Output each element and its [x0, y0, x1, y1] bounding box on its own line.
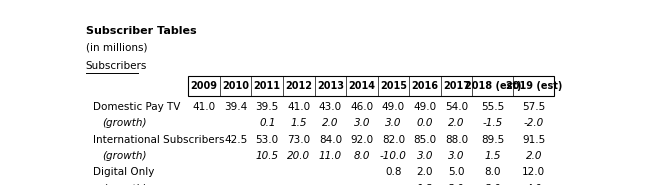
Text: 46.0: 46.0 [350, 102, 373, 112]
Text: 2012: 2012 [286, 81, 312, 91]
Text: (growth): (growth) [102, 118, 146, 128]
Text: 49.0: 49.0 [382, 102, 405, 112]
Text: 4.0: 4.0 [526, 184, 542, 185]
Text: 49.0: 49.0 [413, 102, 437, 112]
Text: 3.0: 3.0 [448, 151, 464, 161]
Text: 41.0: 41.0 [287, 102, 310, 112]
Text: 3.0: 3.0 [484, 184, 501, 185]
Text: Subscriber Tables: Subscriber Tables [86, 26, 196, 36]
Text: (growth): (growth) [102, 151, 146, 161]
Text: 54.0: 54.0 [445, 102, 468, 112]
Text: 57.5: 57.5 [522, 102, 545, 112]
Text: 0.1: 0.1 [259, 118, 275, 128]
Text: 73.0: 73.0 [287, 135, 310, 145]
Text: 3.0: 3.0 [385, 118, 402, 128]
Text: 41.0: 41.0 [193, 102, 216, 112]
Text: 82.0: 82.0 [382, 135, 405, 145]
Text: 88.0: 88.0 [445, 135, 468, 145]
Text: 2011: 2011 [254, 81, 281, 91]
Text: 2009: 2009 [191, 81, 218, 91]
Text: 2.0: 2.0 [526, 151, 542, 161]
Text: -10.0: -10.0 [380, 151, 407, 161]
Bar [189, 76, 554, 96]
Text: 91.5: 91.5 [522, 135, 545, 145]
Text: 2016: 2016 [412, 81, 439, 91]
Text: -1.5: -1.5 [483, 118, 503, 128]
Text: (in millions): (in millions) [86, 42, 147, 52]
Text: 85.0: 85.0 [413, 135, 437, 145]
Text: -2.0: -2.0 [524, 118, 544, 128]
Text: 39.5: 39.5 [256, 102, 279, 112]
Text: 43.0: 43.0 [318, 102, 342, 112]
Text: 5.0: 5.0 [448, 167, 464, 177]
Text: 20.0: 20.0 [287, 151, 310, 161]
Text: 1.5: 1.5 [484, 151, 501, 161]
Text: (growth): (growth) [102, 184, 146, 185]
Text: 8.0: 8.0 [353, 151, 370, 161]
Text: 2010: 2010 [222, 81, 249, 91]
Text: 89.5: 89.5 [481, 135, 505, 145]
Text: 3.0: 3.0 [448, 184, 464, 185]
Text: Digital Only: Digital Only [93, 167, 154, 177]
Text: 8.0: 8.0 [484, 167, 501, 177]
Text: 2.0: 2.0 [322, 118, 339, 128]
Text: 53.0: 53.0 [256, 135, 279, 145]
Text: 1.2: 1.2 [417, 184, 433, 185]
Text: 10.5: 10.5 [256, 151, 279, 161]
Text: Subscribers: Subscribers [86, 61, 147, 71]
Text: 11.0: 11.0 [318, 151, 342, 161]
Text: International Subscribers: International Subscribers [93, 135, 225, 145]
Text: 84.0: 84.0 [318, 135, 342, 145]
Text: 2014: 2014 [348, 81, 375, 91]
Text: 1.5: 1.5 [291, 118, 307, 128]
Text: 2018 (est): 2018 (est) [464, 81, 521, 91]
Text: 92.0: 92.0 [350, 135, 373, 145]
Text: 2017: 2017 [443, 81, 470, 91]
Text: 3.0: 3.0 [417, 151, 433, 161]
Text: 2013: 2013 [317, 81, 344, 91]
Text: 0.0: 0.0 [417, 118, 433, 128]
Text: Domestic Pay TV: Domestic Pay TV [93, 102, 181, 112]
Text: 0.8: 0.8 [385, 167, 402, 177]
Text: 12.0: 12.0 [522, 167, 545, 177]
Text: 39.4: 39.4 [224, 102, 247, 112]
Text: 2.0: 2.0 [448, 118, 464, 128]
Text: 2015: 2015 [380, 81, 407, 91]
Text: 2019 (est): 2019 (est) [506, 81, 562, 91]
Text: 3.0: 3.0 [353, 118, 370, 128]
Text: 2.0: 2.0 [417, 167, 433, 177]
Text: 42.5: 42.5 [224, 135, 247, 145]
Text: 55.5: 55.5 [481, 102, 505, 112]
